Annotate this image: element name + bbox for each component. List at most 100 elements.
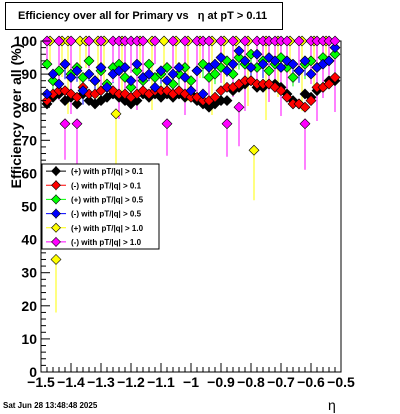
data-marker bbox=[323, 78, 335, 90]
data-marker bbox=[263, 65, 275, 77]
data-marker bbox=[95, 62, 107, 73]
data-marker bbox=[323, 55, 335, 67]
data-marker bbox=[41, 95, 53, 107]
x-axis-label: η bbox=[328, 397, 336, 413]
data-marker bbox=[197, 88, 209, 100]
data-marker bbox=[287, 71, 299, 83]
x-tick-label: −0.9 bbox=[207, 374, 235, 390]
data-marker bbox=[53, 35, 65, 47]
legend-box bbox=[41, 163, 160, 250]
data-marker bbox=[209, 58, 221, 70]
y-tick-label: 60 bbox=[21, 165, 37, 181]
data-marker bbox=[173, 62, 185, 73]
data-marker bbox=[143, 68, 155, 80]
x-tick-label: −0.8 bbox=[237, 374, 265, 390]
data-marker bbox=[47, 68, 59, 80]
x-tick-label: −0.7 bbox=[267, 374, 295, 390]
legend-marker bbox=[51, 222, 61, 233]
legend-marker bbox=[51, 166, 61, 177]
data-markers bbox=[41, 35, 341, 265]
data-marker bbox=[158, 35, 170, 47]
data-marker bbox=[215, 35, 227, 47]
data-marker bbox=[65, 71, 77, 83]
legend-marker bbox=[51, 236, 61, 247]
data-marker bbox=[71, 98, 83, 110]
data-marker bbox=[83, 55, 95, 67]
data-marker bbox=[77, 85, 89, 97]
data-marker bbox=[83, 35, 95, 47]
x-tick-label: −1.3 bbox=[87, 374, 115, 390]
data-marker bbox=[185, 85, 197, 97]
x-tick-label: −1.4 bbox=[57, 374, 85, 390]
data-marker bbox=[149, 81, 161, 93]
data-marker bbox=[41, 58, 53, 70]
y-tick-label: 20 bbox=[21, 298, 37, 314]
data-marker bbox=[71, 65, 83, 77]
y-tick-label: 0 bbox=[29, 364, 37, 380]
data-marker bbox=[125, 81, 137, 93]
data-marker bbox=[161, 118, 173, 130]
data-marker bbox=[248, 144, 260, 156]
data-marker bbox=[50, 254, 62, 265]
data-marker bbox=[101, 81, 113, 93]
data-marker bbox=[191, 65, 203, 77]
data-marker bbox=[110, 108, 122, 120]
data-marker bbox=[299, 118, 311, 130]
data-marker bbox=[233, 45, 245, 57]
data-marker bbox=[221, 95, 233, 107]
data-marker bbox=[329, 35, 341, 47]
data-marker bbox=[65, 35, 77, 47]
data-marker bbox=[131, 65, 143, 77]
data-marker bbox=[83, 68, 95, 80]
data-marker bbox=[257, 58, 269, 70]
data-marker bbox=[209, 91, 221, 103]
data-marker bbox=[95, 35, 107, 47]
data-marker bbox=[251, 48, 263, 60]
x-tick-label: −1.5 bbox=[27, 374, 55, 390]
data-marker bbox=[281, 35, 293, 47]
data-marker bbox=[203, 35, 215, 47]
data-marker bbox=[239, 35, 251, 47]
x-tick-label: −1.1 bbox=[147, 374, 175, 390]
data-marker bbox=[59, 58, 71, 70]
data-marker bbox=[179, 71, 191, 83]
y-tick-label: 100 bbox=[14, 33, 38, 49]
data-marker bbox=[179, 35, 191, 47]
data-marker bbox=[305, 95, 317, 107]
legend-entry: (-) with pT/|q| > 1.0 bbox=[71, 238, 142, 247]
y-tick-label: 10 bbox=[21, 331, 37, 347]
timestamp: Sat Jun 28 13:48:48 2025 bbox=[3, 401, 98, 410]
y-axis-label: Efficiency over all (%) bbox=[8, 43, 24, 189]
legend-entry: (-) with pT/|q| > 0.5 bbox=[71, 210, 142, 219]
data-marker bbox=[41, 88, 53, 100]
legend-entry: (-) with pT/|q| > 0.1 bbox=[71, 181, 142, 190]
data-marker bbox=[155, 65, 167, 77]
y-tick-label: 50 bbox=[21, 199, 37, 215]
y-tick-label: 40 bbox=[21, 232, 37, 248]
legend-entry: (+) with pT/|q| > 0.1 bbox=[71, 167, 144, 176]
legend-marker bbox=[51, 194, 61, 205]
data-marker bbox=[233, 101, 245, 113]
plot-title: Efficiency over all for Primary vs η at … bbox=[5, 2, 283, 30]
data-marker bbox=[329, 42, 341, 54]
y-tick-label: 70 bbox=[21, 132, 37, 148]
data-marker bbox=[221, 65, 233, 77]
x-tick-label: −0.5 bbox=[327, 374, 355, 390]
legend-marker bbox=[51, 180, 61, 191]
data-marker bbox=[167, 35, 179, 47]
data-marker bbox=[293, 65, 305, 77]
data-marker bbox=[71, 118, 83, 130]
data-marker bbox=[53, 78, 65, 90]
data-marker bbox=[209, 68, 221, 80]
y-tick-label: 90 bbox=[21, 66, 37, 82]
data-marker bbox=[329, 48, 341, 60]
legend: (+) with pT/|q| > 0.1 (-) with pT/|q| > 0… bbox=[41, 163, 160, 250]
data-marker bbox=[71, 91, 83, 103]
data-marker bbox=[227, 35, 239, 47]
legend-entry: (+) with pT/|q| > 1.0 bbox=[71, 224, 144, 233]
data-marker bbox=[131, 58, 143, 70]
data-marker bbox=[227, 58, 239, 70]
data-marker bbox=[221, 118, 233, 130]
data-marker bbox=[137, 35, 149, 47]
y-tick-label: 80 bbox=[21, 99, 37, 115]
